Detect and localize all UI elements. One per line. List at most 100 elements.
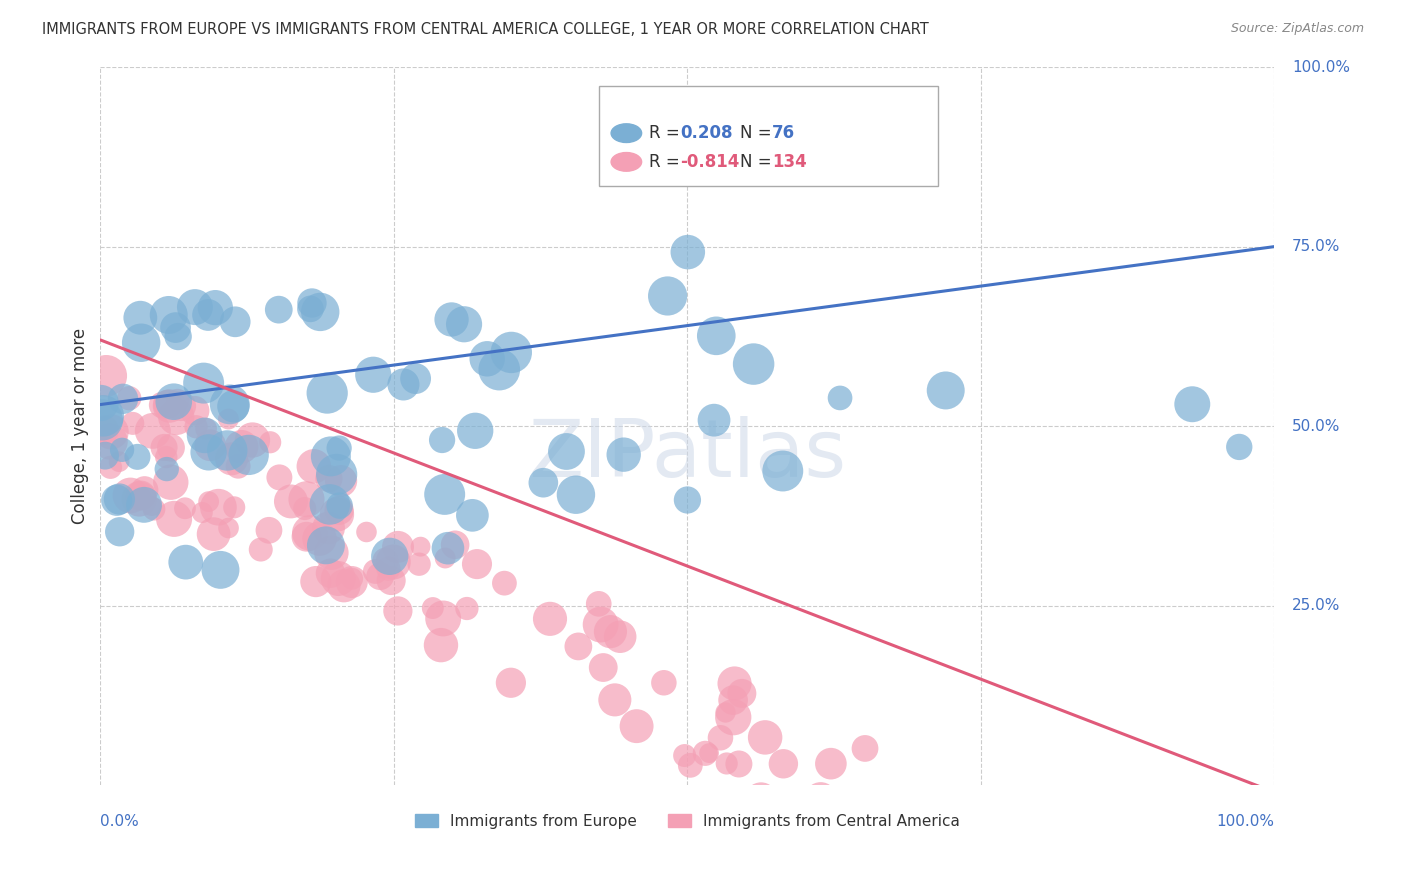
Point	[143, 502, 166, 516]
Point	[100, 425, 122, 439]
Point	[174, 501, 197, 516]
Point	[444, 538, 467, 552]
Point	[98, 434, 121, 449]
Point	[309, 305, 332, 319]
Point	[191, 506, 214, 520]
Point	[120, 488, 142, 502]
Point	[356, 524, 378, 539]
Point	[319, 566, 342, 581]
Point	[315, 538, 337, 552]
Point	[142, 424, 165, 438]
Point	[378, 549, 401, 564]
Point	[380, 574, 402, 588]
Text: Source: ZipAtlas.com: Source: ZipAtlas.com	[1230, 22, 1364, 36]
Point	[319, 450, 342, 464]
Point	[898, 814, 921, 828]
Point	[430, 638, 453, 652]
Point	[184, 419, 207, 434]
Point	[100, 460, 122, 475]
Text: 50.0%: 50.0%	[1292, 418, 1340, 434]
Point	[387, 540, 409, 554]
Point	[301, 296, 323, 310]
Point	[657, 289, 679, 303]
Point	[328, 572, 350, 586]
Point	[195, 422, 218, 436]
Point	[1161, 814, 1184, 828]
Point	[856, 814, 879, 828]
Point	[873, 814, 896, 828]
Point	[673, 748, 696, 763]
Point	[242, 433, 264, 447]
Point	[703, 413, 725, 427]
Point	[714, 706, 737, 720]
Point	[461, 508, 484, 523]
Text: 134: 134	[772, 153, 807, 171]
Point	[302, 459, 325, 474]
Point	[170, 399, 193, 413]
Text: -0.814: -0.814	[681, 153, 740, 171]
Point	[679, 758, 702, 772]
Point	[340, 574, 363, 589]
Point	[721, 693, 744, 707]
Point	[132, 498, 155, 512]
Point	[105, 493, 128, 508]
Point	[321, 546, 343, 560]
Point	[589, 617, 612, 632]
Point	[160, 441, 183, 455]
Point	[193, 376, 215, 390]
Point	[217, 443, 239, 458]
Point	[538, 612, 561, 626]
Point	[108, 524, 131, 539]
Point	[325, 467, 347, 482]
Point	[695, 747, 717, 761]
Point	[121, 417, 143, 431]
Circle shape	[612, 153, 641, 171]
Point	[377, 561, 399, 575]
Point	[108, 455, 131, 469]
Point	[1251, 814, 1274, 828]
Point	[456, 601, 478, 615]
Point	[165, 409, 187, 424]
Point	[704, 328, 727, 343]
Point	[156, 462, 179, 476]
Point	[430, 433, 453, 447]
Point	[437, 541, 460, 556]
Point	[222, 399, 245, 413]
Point	[935, 384, 957, 398]
Point	[330, 474, 353, 488]
Text: R =: R =	[648, 153, 685, 171]
Point	[259, 435, 281, 450]
Point	[218, 521, 240, 535]
Point	[901, 814, 924, 828]
Point	[129, 489, 152, 503]
Point	[494, 576, 516, 591]
Point	[333, 579, 356, 593]
Point	[150, 398, 173, 412]
Point	[249, 542, 271, 557]
Text: IMMIGRANTS FROM EUROPE VS IMMIGRANTS FROM CENTRAL AMERICA COLLEGE, 1 YEAR OR MOR: IMMIGRANTS FROM EUROPE VS IMMIGRANTS FRO…	[42, 22, 929, 37]
Point	[111, 392, 134, 406]
Point	[238, 448, 260, 462]
Point	[155, 450, 177, 464]
Point	[392, 377, 415, 392]
Point	[501, 345, 523, 359]
Point	[820, 756, 842, 771]
Y-axis label: College, 1 year or more: College, 1 year or more	[72, 328, 89, 524]
Point	[267, 302, 290, 317]
Point	[499, 675, 522, 690]
Point	[159, 399, 181, 413]
Point	[652, 675, 675, 690]
Point	[477, 351, 499, 366]
Point	[873, 794, 896, 808]
Point	[165, 320, 187, 334]
Point	[1182, 814, 1205, 828]
Point	[153, 441, 176, 455]
Point	[163, 512, 186, 526]
Point	[1043, 814, 1066, 828]
Point	[127, 491, 149, 505]
Point	[772, 464, 794, 478]
Point	[565, 488, 588, 502]
Point	[555, 444, 578, 458]
Point	[374, 554, 396, 568]
Point	[156, 397, 179, 411]
